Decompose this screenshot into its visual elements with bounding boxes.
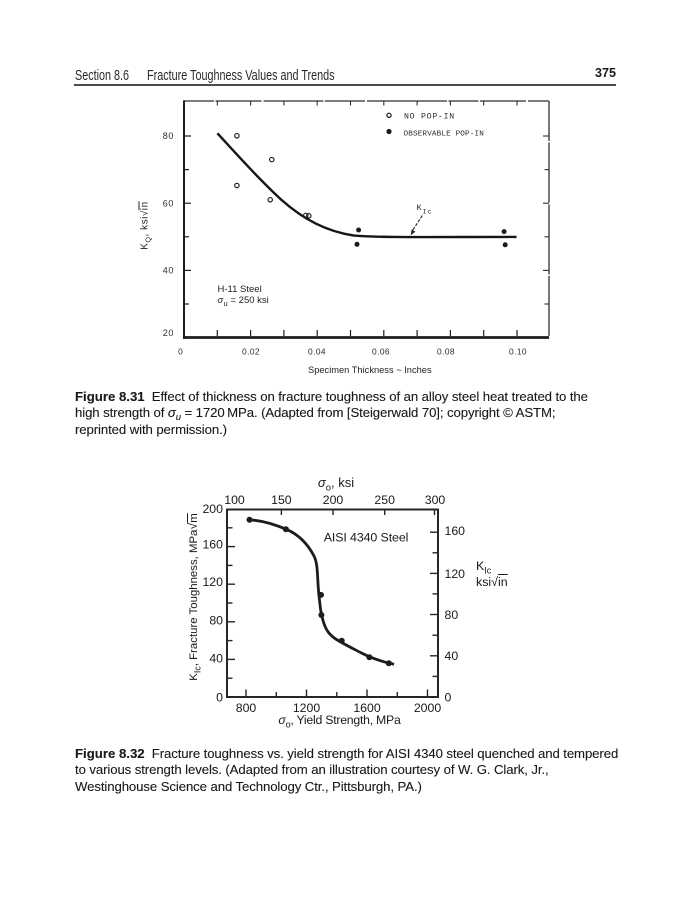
svg-text:Ic: Ic xyxy=(423,209,433,217)
svg-text:1600: 1600 xyxy=(353,701,381,715)
svg-text:120: 120 xyxy=(202,575,223,589)
svg-text:80: 80 xyxy=(209,614,223,628)
svg-text:0.06: 0.06 xyxy=(372,347,390,357)
svg-text:80: 80 xyxy=(163,131,174,141)
svg-text:0.10: 0.10 xyxy=(509,347,527,357)
svg-text:40: 40 xyxy=(163,266,174,276)
svg-text:200: 200 xyxy=(202,502,223,516)
svg-text:150: 150 xyxy=(271,493,292,507)
svg-text:40: 40 xyxy=(209,652,223,666)
svg-text:0: 0 xyxy=(216,690,223,704)
svg-text:40: 40 xyxy=(445,649,459,663)
svg-text:200: 200 xyxy=(323,493,344,507)
svg-text:80: 80 xyxy=(445,608,459,622)
svg-text:0.04: 0.04 xyxy=(308,347,326,357)
svg-text:u: u xyxy=(224,299,228,308)
svg-text:σ: σ xyxy=(218,295,225,306)
svg-text:AISI 4340 Steel: AISI 4340 Steel xyxy=(324,531,409,545)
svg-text:NO POP-IN: NO POP-IN xyxy=(404,112,455,121)
svg-text:160: 160 xyxy=(445,524,466,538)
svg-text:60: 60 xyxy=(163,198,174,208)
svg-text:1200: 1200 xyxy=(293,701,321,715)
svg-text:0: 0 xyxy=(178,347,183,357)
svg-text:H-11 Steel: H-11 Steel xyxy=(218,284,262,295)
svg-text:250: 250 xyxy=(374,493,395,507)
svg-text:OBSERVABLE POP-IN: OBSERVABLE POP-IN xyxy=(404,130,484,138)
svg-text:100: 100 xyxy=(224,493,245,507)
svg-text:= 250 ksi: = 250 ksi xyxy=(231,295,269,306)
svg-text:0: 0 xyxy=(445,690,452,704)
svg-text:K: K xyxy=(417,203,423,213)
svg-text:0.02: 0.02 xyxy=(242,347,260,357)
svg-text:2000: 2000 xyxy=(414,701,442,715)
svg-text:160: 160 xyxy=(202,538,223,552)
svg-text:20: 20 xyxy=(163,328,174,338)
svg-text:0.08: 0.08 xyxy=(437,347,455,357)
svg-text:300: 300 xyxy=(425,493,446,507)
svg-text:120: 120 xyxy=(445,567,466,581)
svg-text:Specimen Thickness ~ Inches: Specimen Thickness ~ Inches xyxy=(308,365,432,375)
svg-text:800: 800 xyxy=(236,701,257,715)
